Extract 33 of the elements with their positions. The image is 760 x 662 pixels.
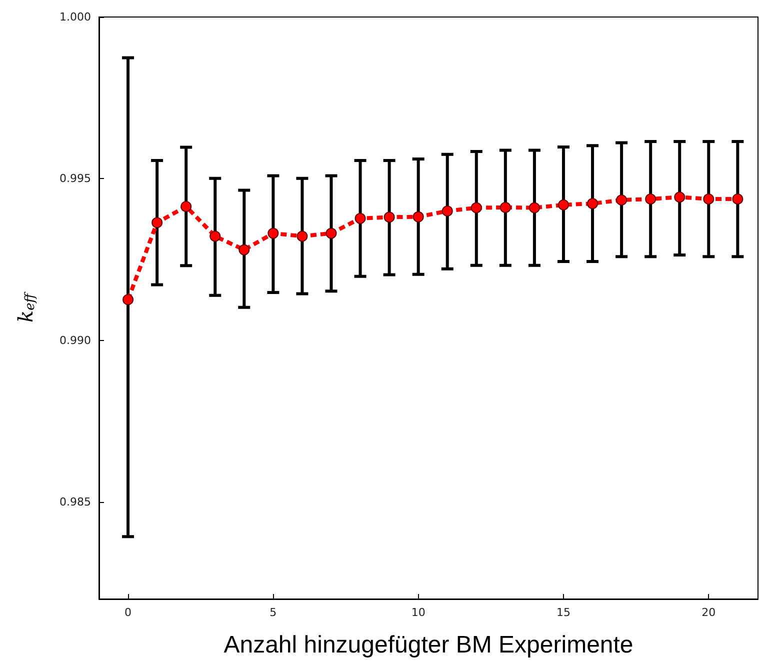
y-tick-label: 0.990 [60, 334, 91, 347]
x-tick-label: 15 [556, 606, 570, 619]
point [152, 217, 163, 228]
point [354, 212, 366, 224]
y-tick-label: 0.985 [60, 496, 91, 508]
point [587, 198, 598, 210]
y-axis-title: keff [14, 290, 38, 323]
x-axis-title: Anzahl hinzugefügter BM Experimente [224, 632, 634, 658]
point [645, 194, 656, 205]
y-tick-label: 0.995 [60, 172, 91, 186]
point [326, 228, 337, 239]
point [210, 230, 221, 242]
point [180, 200, 192, 212]
point [732, 194, 744, 205]
x-tick-label: 10 [411, 606, 426, 619]
point [412, 211, 424, 222]
point [442, 206, 453, 216]
point [268, 228, 279, 239]
point [122, 294, 134, 306]
x-tick-label: 0 [124, 606, 132, 619]
point [500, 202, 511, 213]
x-tick-label: 20 [702, 606, 716, 619]
point [470, 202, 482, 214]
point [528, 202, 540, 214]
point [558, 199, 569, 210]
point [616, 194, 628, 206]
point [296, 230, 308, 242]
point [384, 212, 395, 223]
point [703, 194, 714, 205]
point [238, 244, 250, 256]
y-tick-label: 1.000 [60, 10, 91, 24]
point [674, 192, 686, 203]
x-tick-label: 5 [270, 606, 277, 619]
